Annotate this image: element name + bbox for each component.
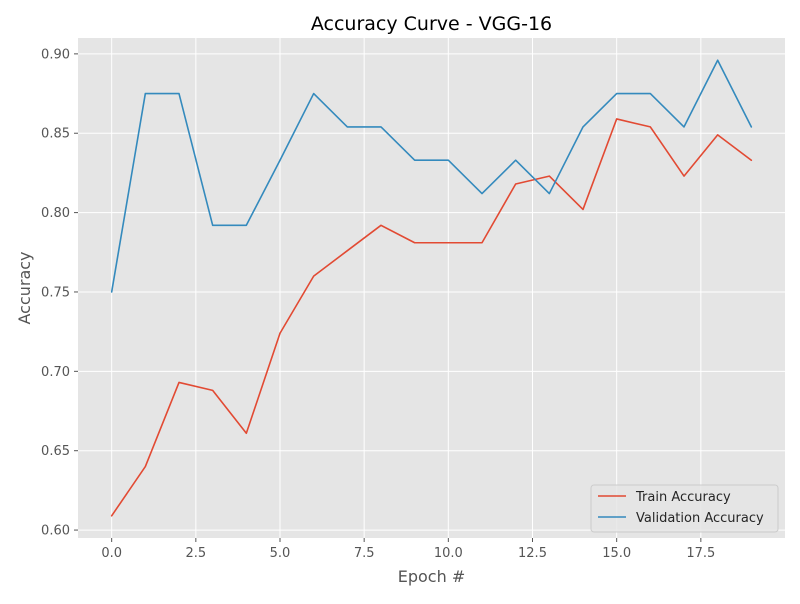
y-tick-label: 0.75: [41, 285, 70, 300]
x-tick-label: 7.5: [354, 546, 375, 561]
y-axis-label: Accuracy: [15, 251, 34, 324]
train-accuracy-line: [110, 118, 753, 517]
x-tick-label: 12.5: [518, 546, 547, 561]
x-tick-label: 0.0: [101, 546, 122, 561]
y-tick-label: 0.60: [41, 524, 70, 539]
y-axis-ticks: 0.60 0.65 0.70 0.75 0.80 0.85 0.90: [41, 47, 78, 539]
x-tick-label: 10.0: [434, 546, 463, 561]
x-tick-label: 5.0: [270, 546, 291, 561]
x-tick-label: 2.5: [185, 546, 206, 561]
y-tick-label: 0.90: [41, 47, 70, 62]
chart-title: Accuracy Curve - VGG-16: [311, 13, 552, 35]
series-lines: [110, 59, 753, 517]
x-axis-ticks: 0.0 2.5 5.0 7.5 10.0 12.5 15.0 17.5: [101, 538, 715, 561]
x-tick-label: 17.5: [686, 546, 715, 561]
y-tick-label: 0.65: [41, 444, 70, 459]
x-axis-label: Epoch #: [398, 567, 465, 586]
chart-legend: Train Accuracy Validation Accuracy: [590, 484, 779, 533]
y-tick-label: 0.70: [41, 365, 70, 380]
y-tick-label: 0.85: [41, 127, 70, 142]
legend-label-validation: Validation Accuracy: [636, 511, 764, 526]
y-tick-label: 0.80: [41, 206, 70, 221]
legend-box: [590, 484, 779, 533]
grid-lines: [78, 38, 785, 538]
legend-label-train: Train Accuracy: [635, 490, 731, 505]
validation-accuracy-line: [110, 59, 753, 293]
x-tick-label: 15.0: [602, 546, 631, 561]
